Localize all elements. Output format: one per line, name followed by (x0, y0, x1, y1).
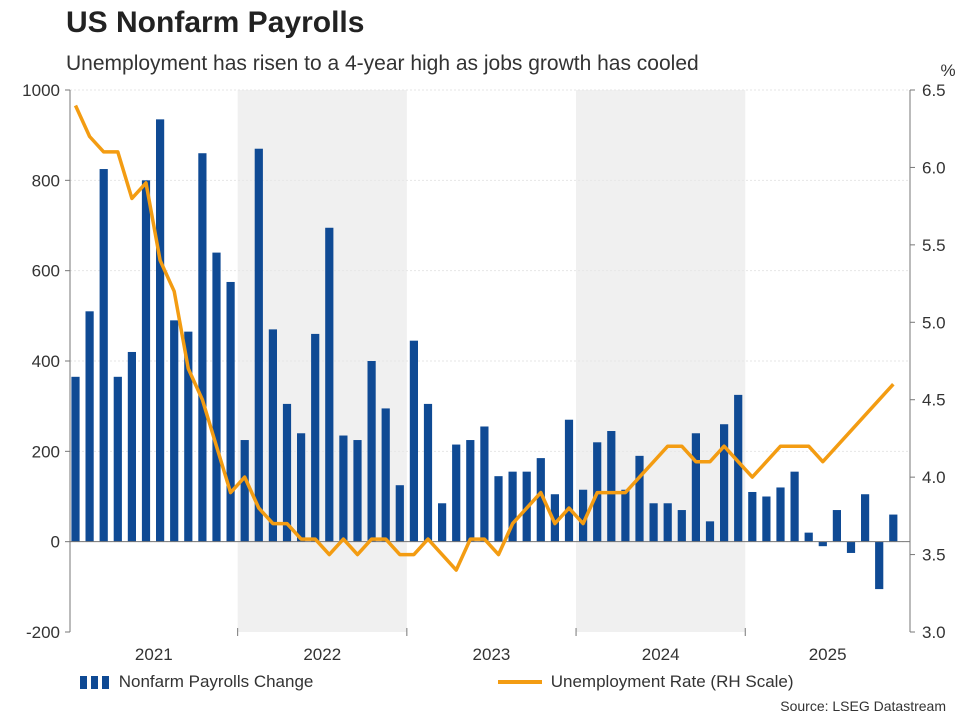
payroll-bar (889, 514, 898, 542)
payroll-bar (99, 169, 108, 542)
x-tick-label: 2025 (809, 645, 847, 664)
left-tick-label: -200 (26, 623, 60, 642)
payroll-bar (846, 541, 856, 553)
x-tick-label: 2021 (135, 645, 173, 664)
unemployment-line (73, 104, 895, 572)
payroll-bar (832, 510, 841, 542)
left-tick-label: 800 (32, 171, 60, 190)
payroll-bar (705, 521, 715, 542)
legend-line-marker (498, 680, 542, 684)
payroll-bar (127, 351, 136, 542)
payroll-bar (212, 252, 221, 542)
legend-bars-marker (80, 676, 109, 689)
left-tick-label: 400 (32, 352, 60, 371)
payroll-bar (691, 433, 700, 542)
payroll-bar (762, 496, 771, 542)
payroll-bar (254, 148, 263, 542)
payroll-bar (861, 494, 870, 542)
payroll-bar (480, 426, 489, 542)
payrolls-bars (71, 119, 898, 590)
x-tick-label: 2023 (473, 645, 511, 664)
payroll-bar (579, 489, 588, 542)
gridlines (70, 89, 910, 543)
payroll-bar (536, 458, 545, 542)
axes (69, 90, 911, 636)
payroll-bar (268, 329, 277, 542)
payroll-bar (635, 455, 644, 542)
x-tick-label: 2024 (642, 645, 680, 664)
chart-svg: -200 0 200 400 600 800 1000 3.0 3.5 4.0 4.5 5.0 5.5… (22, 61, 955, 664)
payroll-bar (818, 541, 827, 547)
right-axis-unit-label: % (940, 61, 955, 80)
payroll-bar (508, 471, 517, 542)
legend-label-unemployment: Unemployment Rate (RH Scale) (550, 672, 794, 691)
payroll-bar (663, 503, 672, 542)
payroll-bar (621, 489, 630, 542)
payroll-bar (226, 281, 235, 542)
payroll-bar (804, 532, 813, 542)
payroll-bar (113, 376, 122, 542)
payroll-bar (734, 394, 743, 542)
payroll-bar (311, 333, 320, 542)
unemployment-line-layer (73, 104, 895, 572)
payroll-bar (381, 408, 390, 542)
payroll-bar (452, 444, 461, 542)
right-tick-label: 5.5 (922, 236, 946, 255)
payroll-bar (71, 376, 80, 542)
legend-item-unemployment: Unemployment Rate (RH Scale) (496, 672, 794, 692)
payroll-bar (720, 424, 729, 542)
legend-item-payrolls: Nonfarm Payrolls Change (78, 672, 313, 692)
right-tick-label: 6.0 (922, 158, 946, 177)
payroll-bar (325, 227, 334, 542)
payroll-bar (353, 440, 362, 542)
source-note: Source: LSEG Datastream (780, 698, 946, 714)
left-tick-label: 200 (32, 442, 60, 461)
payroll-bar (564, 419, 574, 542)
left-tick-label: 600 (32, 262, 60, 281)
chart-subtitle: Unemployment has risen to a 4-year high … (66, 52, 699, 75)
payroll-bar (282, 403, 292, 542)
right-axis-ticks: 3.0 3.5 4.0 4.5 5.0 5.5 6.0 6.5 (910, 81, 946, 642)
payroll-bar (198, 153, 207, 542)
payroll-bar (649, 503, 658, 542)
payroll-bar (438, 503, 447, 542)
right-tick-label: 5.0 (922, 313, 946, 332)
payroll-bar (550, 494, 559, 542)
payroll-bar (748, 491, 757, 542)
payroll-bar (607, 431, 616, 542)
x-tick-label: 2022 (303, 645, 341, 664)
payroll-bar (297, 433, 306, 542)
payroll-bar (423, 403, 433, 542)
payroll-bar (367, 361, 376, 542)
left-axis-ticks: -200 0 200 400 600 800 1000 (22, 81, 70, 642)
x-axis-ticks: 2021 2022 2023 2024 2025 (135, 645, 847, 664)
payroll-bar (141, 180, 151, 542)
payroll-bar (677, 510, 686, 542)
payroll-bar (790, 471, 799, 542)
chart-title: US Nonfarm Payrolls (66, 6, 365, 39)
payroll-bar (494, 476, 503, 542)
payroll-bar (184, 331, 193, 542)
left-tick-label: 1000 (22, 81, 60, 100)
payroll-bar (170, 320, 179, 542)
payroll-bar (156, 119, 165, 542)
payroll-bar (85, 311, 94, 542)
payroll-bar (776, 487, 785, 542)
payroll-bar (409, 340, 418, 542)
legend-label-payrolls: Nonfarm Payrolls Change (118, 672, 314, 691)
right-tick-label: 6.5 (922, 81, 946, 100)
payroll-bar (466, 440, 475, 542)
right-tick-label: 3.0 (922, 623, 946, 642)
payroll-bar (240, 440, 249, 542)
right-tick-label: 3.5 (922, 546, 946, 565)
payroll-bar (395, 485, 404, 542)
payroll-bar (339, 435, 348, 542)
left-tick-label: 0 (51, 533, 60, 552)
payroll-bar (875, 541, 884, 590)
right-tick-label: 4.0 (922, 468, 946, 487)
right-tick-label: 4.5 (922, 391, 946, 410)
